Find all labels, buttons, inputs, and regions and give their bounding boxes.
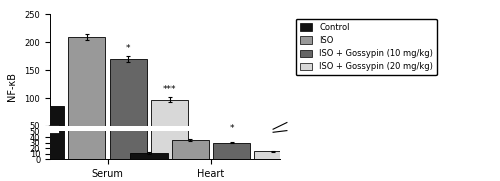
Bar bbox=[172, 134, 209, 154]
Bar bbox=[110, 59, 147, 154]
Text: NF-κB: NF-κB bbox=[8, 72, 18, 101]
Bar bbox=[130, 148, 168, 154]
Bar bbox=[27, 106, 64, 154]
Text: ***: *** bbox=[266, 133, 280, 142]
Bar bbox=[254, 146, 292, 154]
Text: *: * bbox=[230, 124, 234, 133]
Bar bbox=[130, 153, 168, 159]
Bar bbox=[27, 112, 64, 159]
Bar bbox=[151, 100, 188, 154]
Bar bbox=[151, 105, 188, 159]
Bar bbox=[68, 37, 106, 154]
Bar bbox=[213, 137, 250, 154]
Legend: Control, ISO, ISO + Gossypin (10 mg/kg), ISO + Gossypin (20 mg/kg): Control, ISO, ISO + Gossypin (10 mg/kg),… bbox=[296, 19, 437, 75]
Bar bbox=[172, 140, 209, 159]
Bar bbox=[254, 151, 292, 159]
Bar bbox=[110, 65, 147, 159]
Text: *: * bbox=[126, 44, 130, 53]
Bar bbox=[213, 143, 250, 159]
Bar bbox=[68, 42, 106, 159]
Text: ***: *** bbox=[163, 85, 176, 94]
